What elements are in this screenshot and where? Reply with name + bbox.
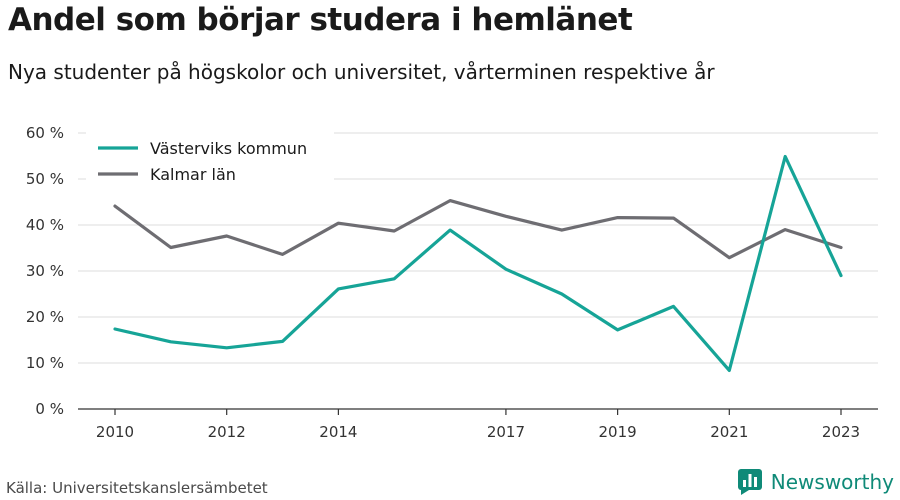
legend-label: Kalmar län xyxy=(150,165,236,184)
legend-background xyxy=(86,131,334,185)
line-chart: 0 % 10 % 20 % 30 % 40 % 50 % 60 % 2010 2012 2014 2… xyxy=(26,124,878,441)
y-tick-label: 40 % xyxy=(26,216,64,234)
y-tick-label: 30 % xyxy=(26,262,64,280)
x-tick-label: 2012 xyxy=(208,423,246,441)
axis-layer: 0 % 10 % 20 % 30 % 40 % 50 % 60 % 2010 2012 2014 2… xyxy=(26,124,878,441)
x-tick-label: 2014 xyxy=(319,423,357,441)
x-tick-label: 2019 xyxy=(599,423,637,441)
chart-subtitle: Nya studenter på högskolor och universit… xyxy=(8,60,715,84)
brand[interactable]: Newsworthy xyxy=(737,468,894,496)
chart-title: Andel som börjar studera i hemlänet xyxy=(8,2,633,38)
series-layer xyxy=(113,154,843,372)
series-line-vasterviks-kommun xyxy=(113,154,843,372)
newsworthy-logo-icon xyxy=(737,469,762,495)
source-note: Källa: Universitetskanslersämbetet xyxy=(6,479,268,497)
legend-label: Västerviks kommun xyxy=(150,139,307,158)
x-tick-label: 2023 xyxy=(822,423,860,441)
y-tick-label: 50 % xyxy=(26,170,64,188)
y-tick-label: 20 % xyxy=(26,308,64,326)
legend: Västerviks kommun Kalmar län xyxy=(86,131,334,185)
x-tick-label: 2021 xyxy=(710,423,748,441)
x-tick-label: 2017 xyxy=(487,423,525,441)
brand-name: Newsworthy xyxy=(770,470,894,494)
y-tick-label: 60 % xyxy=(26,124,64,142)
x-tick-label: 2010 xyxy=(96,423,134,441)
series-line-kalmar-lan xyxy=(113,199,843,260)
y-tick-label: 10 % xyxy=(26,354,64,372)
y-tick-label: 0 % xyxy=(35,400,64,418)
